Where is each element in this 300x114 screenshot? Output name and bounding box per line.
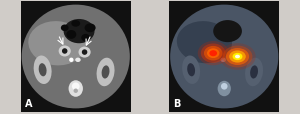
Ellipse shape xyxy=(34,56,52,84)
Ellipse shape xyxy=(235,55,240,59)
Text: B: B xyxy=(173,98,181,108)
Ellipse shape xyxy=(82,50,87,55)
Ellipse shape xyxy=(177,22,232,64)
Ellipse shape xyxy=(229,51,246,63)
Ellipse shape xyxy=(213,21,242,43)
Ellipse shape xyxy=(61,25,69,32)
Ellipse shape xyxy=(182,56,200,84)
Ellipse shape xyxy=(28,22,85,66)
Ellipse shape xyxy=(72,83,80,90)
Ellipse shape xyxy=(170,6,278,108)
Ellipse shape xyxy=(201,44,226,63)
Ellipse shape xyxy=(207,49,219,58)
Ellipse shape xyxy=(62,49,68,54)
Ellipse shape xyxy=(209,51,217,57)
Text: A: A xyxy=(25,98,32,108)
Ellipse shape xyxy=(226,49,249,65)
Ellipse shape xyxy=(250,66,258,79)
Ellipse shape xyxy=(69,58,74,62)
Ellipse shape xyxy=(220,58,226,62)
Ellipse shape xyxy=(66,31,76,39)
Ellipse shape xyxy=(71,21,80,27)
Polygon shape xyxy=(169,2,280,112)
Ellipse shape xyxy=(81,35,90,42)
Ellipse shape xyxy=(58,46,71,57)
Polygon shape xyxy=(21,2,131,112)
Ellipse shape xyxy=(79,47,91,58)
Ellipse shape xyxy=(221,83,228,90)
Ellipse shape xyxy=(74,89,78,93)
Ellipse shape xyxy=(198,42,229,66)
Ellipse shape xyxy=(187,64,195,77)
Ellipse shape xyxy=(85,24,96,33)
Ellipse shape xyxy=(245,58,263,86)
Ellipse shape xyxy=(204,47,223,61)
Ellipse shape xyxy=(75,58,81,62)
Ellipse shape xyxy=(97,58,115,86)
Ellipse shape xyxy=(64,20,94,44)
Ellipse shape xyxy=(223,46,252,68)
Ellipse shape xyxy=(218,81,231,96)
Ellipse shape xyxy=(102,66,110,79)
Ellipse shape xyxy=(69,80,83,97)
Ellipse shape xyxy=(22,6,130,108)
Ellipse shape xyxy=(39,64,46,77)
Ellipse shape xyxy=(232,53,242,61)
Ellipse shape xyxy=(219,44,256,70)
